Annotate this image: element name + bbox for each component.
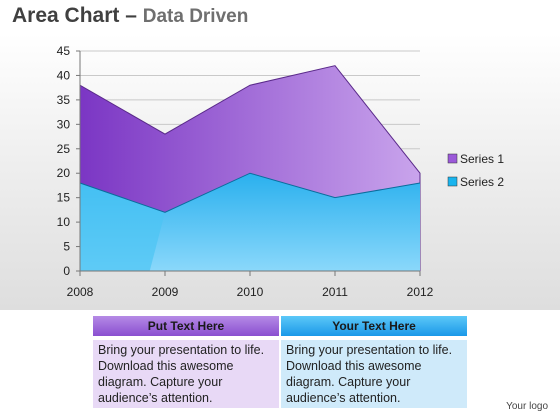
- table-column-2: Your Text Here Bring your presentation t…: [281, 316, 467, 412]
- y-tick-label: 35: [57, 93, 71, 107]
- x-tick-label: 2008: [67, 285, 94, 299]
- title-main-text: Area Chart –: [12, 4, 137, 27]
- legend-label-2: Series 2: [460, 175, 504, 189]
- text-table: Put Text Here Bring your presentation to…: [93, 316, 467, 412]
- legend-label-1: Series 1: [460, 152, 504, 166]
- column-2-header: Your Text Here: [281, 316, 467, 336]
- x-tick-label: 2010: [237, 285, 264, 299]
- title-sub-text: Data Driven: [142, 6, 249, 27]
- column-1-header: Put Text Here: [93, 316, 279, 336]
- x-tick-label: 2009: [152, 285, 179, 299]
- series-2-line: [79, 172, 421, 213]
- logo-text: Your logo: [506, 401, 548, 412]
- y-tick-label: 45: [57, 44, 71, 58]
- y-tick-label: 10: [57, 215, 71, 229]
- y-tick-label: 30: [57, 117, 71, 131]
- plot-areas: [79, 65, 421, 272]
- legend: Series 1 Series 2: [447, 152, 504, 189]
- y-tick-label: 20: [57, 166, 71, 180]
- column-2-body: Bring your presentation to life. Downloa…: [281, 340, 467, 408]
- y-tick-label: 0: [63, 264, 70, 278]
- legend-swatch-1: [447, 153, 458, 164]
- table-column-1: Put Text Here Bring your presentation to…: [93, 316, 279, 412]
- x-tick-labels: 2008 2009 2010 2011 2012: [67, 285, 434, 299]
- y-tick-label: 40: [57, 68, 71, 82]
- axes: [76, 50, 421, 276]
- y-tick-label: 5: [63, 240, 70, 254]
- y-tick-labels: 0 5 10 15 20 25 30 35 40 45: [57, 44, 71, 278]
- x-tick-label: 2011: [322, 285, 348, 299]
- title-bar: Area Chart – Data Driven: [0, 0, 560, 34]
- page-title: Area Chart – Data Driven: [12, 4, 248, 28]
- y-tick-label: 15: [57, 191, 71, 205]
- y-tick-label: 25: [57, 142, 71, 156]
- x-tick-label: 2012: [407, 285, 434, 299]
- legend-swatch-2: [447, 176, 458, 187]
- column-1-body: Bring your presentation to life. Downloa…: [93, 340, 279, 408]
